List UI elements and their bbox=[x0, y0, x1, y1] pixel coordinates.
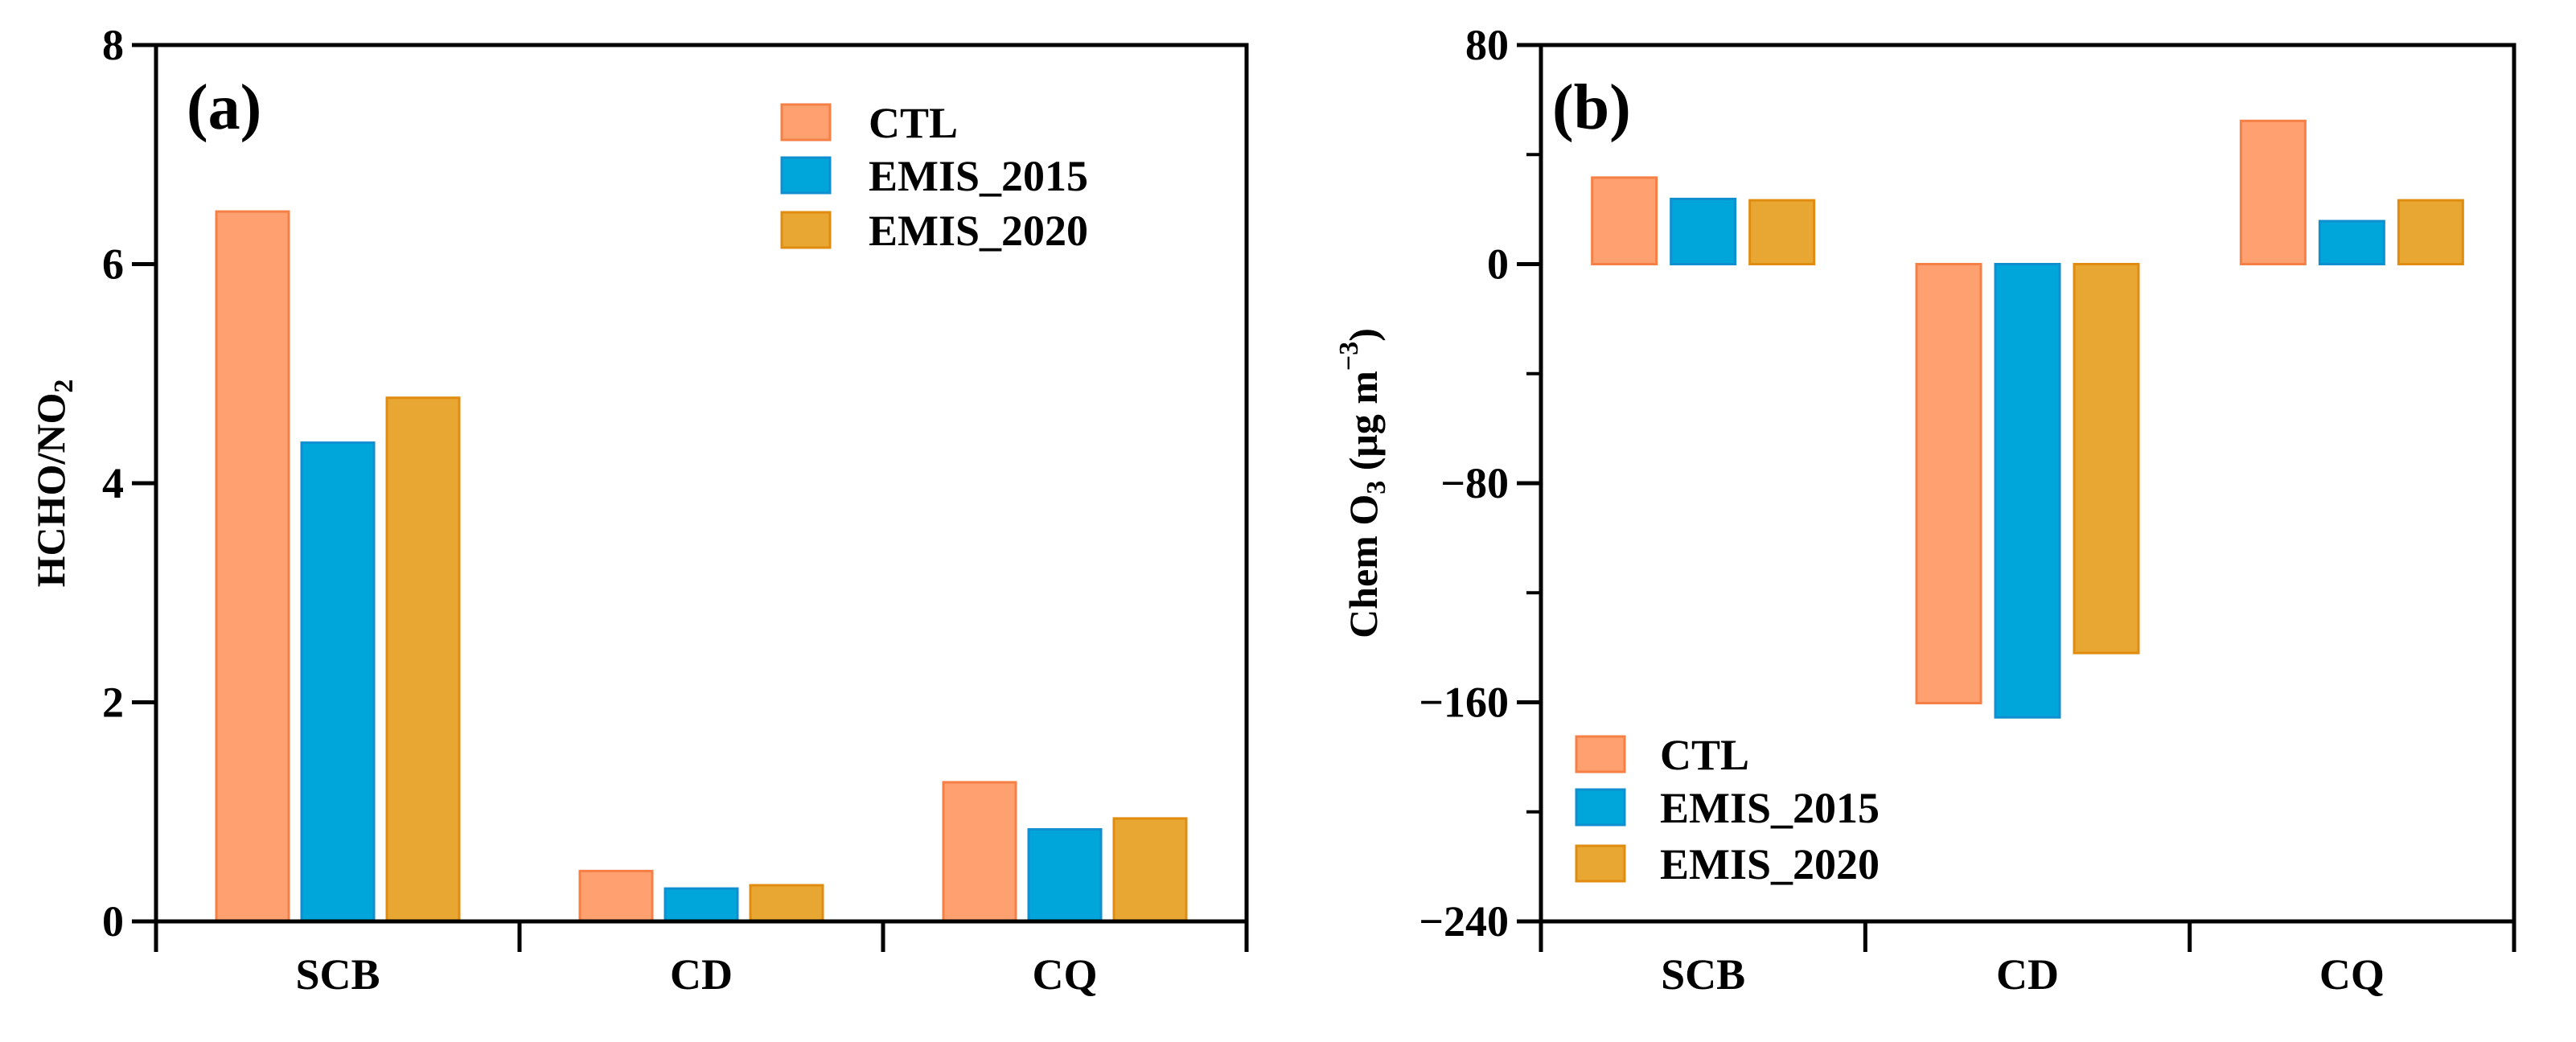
legend-swatch-emis_2020 bbox=[780, 211, 832, 249]
bar-ctl-scb bbox=[1591, 176, 1658, 265]
y-axis-label-text: HCHO/NO bbox=[28, 393, 73, 588]
y-tick-label: −240 bbox=[1419, 897, 1509, 946]
legend-label-ctl: CTL bbox=[1660, 731, 1749, 779]
x-tick-label-cq: CQ bbox=[1033, 950, 1098, 999]
x-tick-label-scb: SCB bbox=[1661, 950, 1745, 999]
bar-emis_2020-cq bbox=[2397, 199, 2464, 265]
y-axis-label-superscript: −3 bbox=[1334, 342, 1364, 371]
y-tick-label: 8 bbox=[102, 21, 124, 69]
y-tick-label: −80 bbox=[1440, 459, 1509, 507]
x-tick-label-scb: SCB bbox=[295, 950, 380, 999]
x-tick-label-cq: CQ bbox=[2319, 950, 2385, 999]
bar-emis_2015-cq bbox=[1027, 828, 1103, 923]
legend-label-emis_2015: EMIS_2015 bbox=[1660, 784, 1880, 832]
legend-swatch-emis_2015 bbox=[780, 156, 832, 195]
legend-label-emis_2015: EMIS_2015 bbox=[869, 152, 1088, 200]
panel-label: (a) bbox=[187, 72, 261, 143]
legend-swatch-ctl bbox=[780, 103, 832, 142]
y-axis-label-unit: (μg m bbox=[1341, 371, 1386, 481]
bar-ctl-cd bbox=[578, 869, 654, 923]
bar-emis_2020-scb bbox=[1748, 199, 1816, 265]
panel-label: (b) bbox=[1552, 72, 1631, 143]
y-axis-label: Chem O3 (μg m−3) bbox=[1334, 328, 1391, 638]
y-axis-label-text: Chem O bbox=[1341, 494, 1386, 638]
bar-emis_2015-cd bbox=[1994, 263, 2061, 719]
panel-b: −240 −160 −80 0 80 SCB CD CQ (b) Chem O3 (μg m−3)… bbox=[1334, 21, 2516, 999]
bar-emis_2015-cd bbox=[664, 887, 739, 923]
y-tick-label: 4 bbox=[102, 459, 124, 507]
y-tick-label: 0 bbox=[1487, 240, 1509, 289]
bar-ctl-scb bbox=[215, 210, 290, 923]
legend-swatch-emis_2020 bbox=[1575, 844, 1626, 883]
bar-ctl-cd bbox=[1915, 263, 1982, 705]
y-tick-label: 80 bbox=[1465, 21, 1509, 69]
bar-emis_2015-scb bbox=[300, 441, 376, 923]
bar-emis_2020-scb bbox=[385, 396, 461, 923]
bar-ctl-cq bbox=[2239, 119, 2307, 265]
x-tick-label-cd: CD bbox=[670, 950, 733, 999]
bar-emis_2020-cd bbox=[749, 884, 824, 923]
y-axis-label-subscript: 3 bbox=[1362, 481, 1391, 494]
bar-emis_2015-scb bbox=[1670, 197, 1737, 265]
x-tick-label-cd: CD bbox=[1996, 950, 2059, 999]
y-tick-label: 0 bbox=[102, 897, 124, 946]
y-axis-label-subscript: 2 bbox=[49, 379, 79, 393]
y-tick-label: 2 bbox=[102, 679, 124, 727]
bar-emis_2015-cq bbox=[2318, 219, 2385, 266]
bar-ctl-cq bbox=[942, 781, 1017, 923]
y-axis-label: HCHO/NO2 bbox=[28, 379, 79, 588]
legend-label-emis_2020: EMIS_2020 bbox=[1660, 840, 1880, 888]
legend-swatch-ctl bbox=[1575, 735, 1626, 773]
legend-label-ctl: CTL bbox=[869, 99, 958, 147]
bar-emis_2020-cq bbox=[1112, 817, 1188, 923]
legend-swatch-emis_2015 bbox=[1575, 788, 1626, 827]
legend-label-emis_2020: EMIS_2020 bbox=[869, 207, 1088, 255]
bar-emis_2020-cd bbox=[2073, 263, 2140, 654]
y-tick-label: −160 bbox=[1419, 679, 1509, 727]
y-axis-label-close: ) bbox=[1341, 328, 1386, 342]
y-tick-label: 6 bbox=[102, 240, 124, 289]
